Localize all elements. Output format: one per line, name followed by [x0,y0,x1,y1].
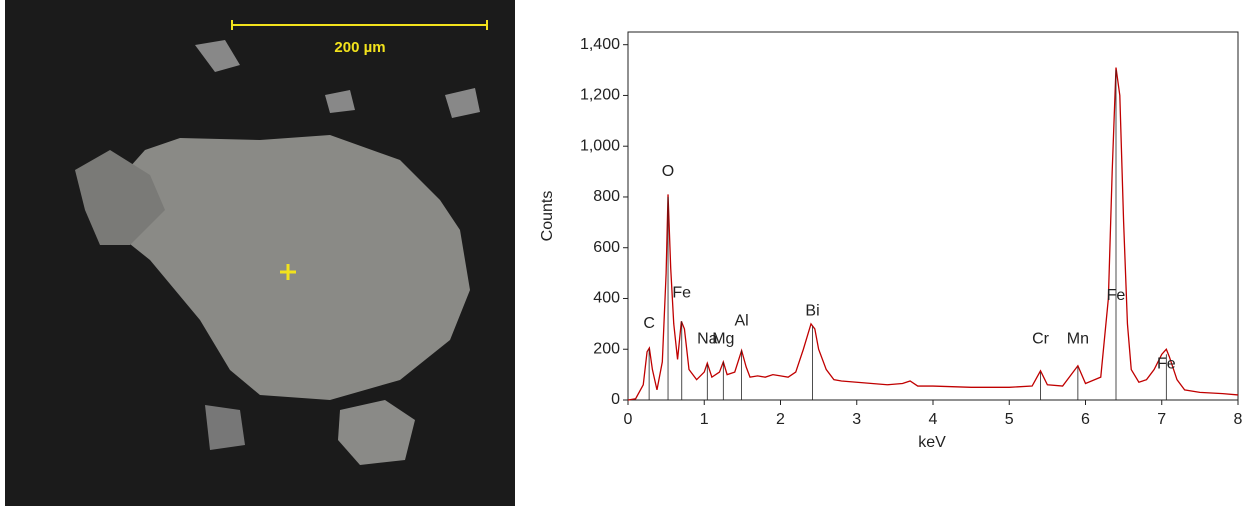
peak-label: Cr [1032,330,1050,347]
x-axis-label: keV [918,434,946,451]
peak-label: Fe [672,285,691,302]
y-tick-label: 1,200 [580,87,620,104]
peak-label: Fe [1107,287,1126,304]
figure: 200 µm keV Counts 0 200 400 600 800 1,000 1,20… [0,0,1245,506]
spectrum-line [628,68,1238,400]
y-tick-label: 800 [593,188,620,205]
peak-label: Bi [805,302,819,319]
scale-label: 200 µm [334,39,385,56]
y-tick-label: 600 [593,239,620,256]
x-tick-label: 0 [624,411,633,428]
peak-label: Al [734,313,748,330]
x-tick-label: 7 [1157,411,1166,428]
y-tick-label: 1,000 [580,137,620,154]
x-tick-label: 4 [929,411,938,428]
page: 200 µm keV Counts 0 200 400 600 800 1,000 1,20… [0,0,1245,506]
x-tick-label: 3 [852,411,861,428]
x-tick-label: 5 [1005,411,1014,428]
y-axis-label: Counts [539,191,556,242]
sem-image: 200 µm [5,0,515,506]
peak-label: Fe [1157,356,1176,373]
y-tick-label: 400 [593,290,620,307]
x-tick-label: 2 [776,411,785,428]
peak-label: C [643,315,655,332]
y-tick-label: 1,400 [580,36,620,53]
peak-label: Mg [712,330,734,347]
y-tick-label: 0 [611,391,620,408]
particle [205,405,245,450]
x-tick-label: 1 [700,411,709,428]
peak-label: O [662,163,674,180]
x-tick-label: 8 [1234,411,1243,428]
peak-label: Mn [1067,330,1089,347]
x-tick-label: 6 [1081,411,1090,428]
y-tick-label: 200 [593,340,620,357]
